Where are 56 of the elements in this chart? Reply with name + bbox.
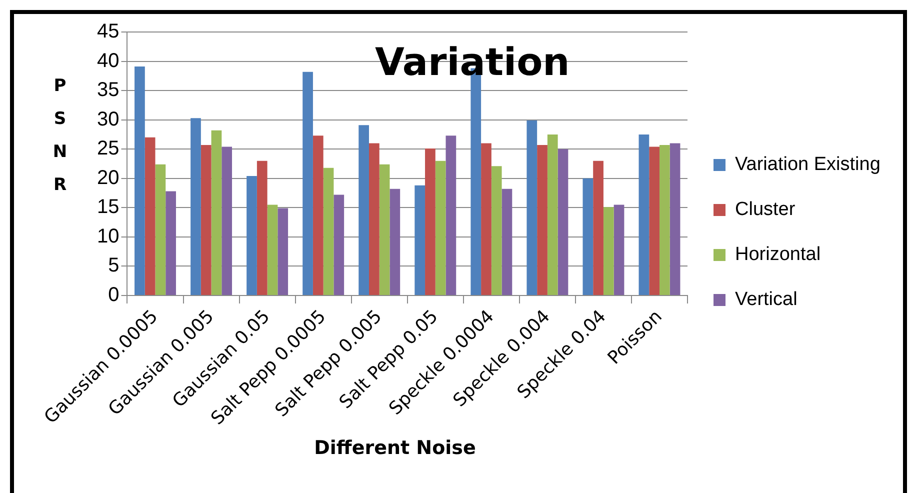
legend-label: Horizontal bbox=[735, 244, 821, 266]
bar bbox=[267, 204, 278, 295]
bar bbox=[659, 145, 670, 295]
y-tick-label: 20 bbox=[96, 166, 120, 189]
bar bbox=[200, 145, 212, 295]
bar bbox=[302, 72, 313, 295]
bar bbox=[256, 160, 268, 295]
bar bbox=[312, 136, 324, 295]
legend-label: Variation Existing bbox=[735, 154, 880, 176]
bar bbox=[502, 188, 512, 295]
bar bbox=[358, 125, 369, 295]
bar bbox=[222, 146, 232, 295]
bar bbox=[246, 176, 257, 295]
bar bbox=[278, 208, 288, 295]
bar bbox=[414, 185, 426, 295]
bar bbox=[390, 188, 400, 295]
bar bbox=[190, 118, 201, 295]
x-axis-title: Different Noise bbox=[313, 437, 477, 459]
bar bbox=[547, 134, 558, 295]
bar bbox=[638, 134, 650, 295]
bar bbox=[435, 160, 446, 295]
bar bbox=[582, 178, 594, 295]
bar bbox=[614, 204, 624, 295]
bar bbox=[481, 143, 492, 295]
y-tick-label: 30 bbox=[96, 108, 120, 130]
bar bbox=[368, 143, 380, 295]
bar bbox=[603, 207, 614, 295]
bar bbox=[593, 160, 604, 295]
bar bbox=[166, 191, 176, 295]
y-tick-label: 0 bbox=[108, 284, 120, 306]
y-tick-label: 25 bbox=[96, 138, 120, 160]
legend-label: Vertical bbox=[735, 289, 798, 310]
bar bbox=[537, 145, 548, 295]
bar bbox=[446, 136, 456, 295]
bar bbox=[155, 164, 166, 295]
y-tick-label: 40 bbox=[96, 50, 120, 72]
y-tick-label: 15 bbox=[96, 196, 120, 218]
bar bbox=[526, 120, 538, 295]
bar bbox=[425, 148, 436, 295]
y-tick-label: 5 bbox=[108, 254, 120, 277]
bar bbox=[379, 164, 390, 295]
y-tick-label: 45 bbox=[96, 20, 120, 43]
bar bbox=[670, 143, 680, 295]
chart-title: Variation bbox=[375, 40, 570, 84]
y-tick-label: 10 bbox=[96, 225, 120, 248]
bar bbox=[144, 137, 156, 295]
bar bbox=[323, 168, 334, 295]
bar bbox=[649, 146, 660, 295]
bar bbox=[334, 194, 344, 295]
bar bbox=[134, 66, 145, 295]
legend-label: Cluster bbox=[735, 199, 796, 220]
y-axis-title: PSNR bbox=[52, 75, 68, 197]
y-tick-label: 35 bbox=[96, 79, 120, 102]
bar bbox=[491, 166, 502, 295]
bar bbox=[211, 130, 222, 295]
bar bbox=[558, 149, 568, 295]
